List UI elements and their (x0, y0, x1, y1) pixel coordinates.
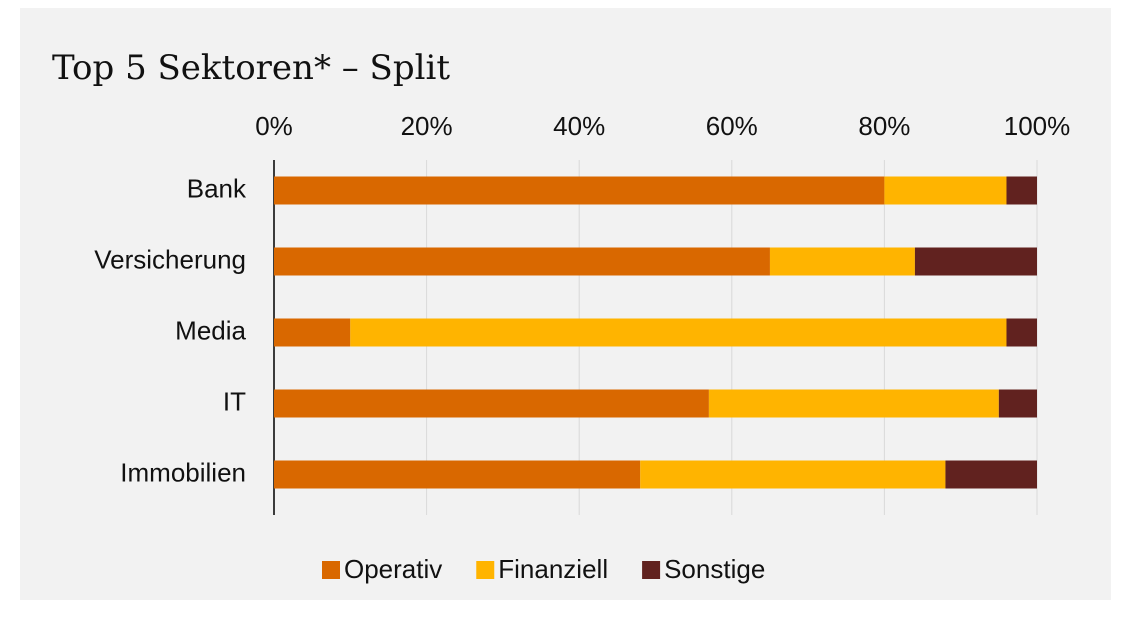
panel (20, 8, 1111, 600)
x-tick-label: 60% (706, 111, 758, 141)
bar-segment (274, 318, 351, 347)
y-tick-label: IT (223, 386, 246, 416)
y-tick-label: Versicherung (94, 244, 246, 274)
legend-label: Finanziell (498, 554, 608, 584)
bar-segment (884, 176, 1007, 205)
bar-segment (274, 389, 709, 418)
bar-segment (1006, 318, 1037, 347)
bar-segment (274, 176, 885, 205)
x-tick-label: 0% (255, 111, 293, 141)
x-tick-label: 80% (858, 111, 910, 141)
y-tick-label: Bank (187, 173, 247, 203)
legend-label: Operativ (344, 554, 442, 584)
x-tick-label: 20% (401, 111, 453, 141)
x-tick-label: 40% (553, 111, 605, 141)
legend-swatch (642, 561, 661, 579)
bar-segment (274, 247, 770, 276)
legend-label: Sonstige (664, 554, 765, 584)
bar-segment (998, 389, 1037, 418)
bar-segment (1006, 176, 1037, 205)
bar-segment (914, 247, 1037, 276)
bar-segment (769, 247, 915, 276)
y-tick-label: Immobilien (120, 457, 246, 487)
bar-segment (350, 318, 1007, 347)
bar-segment (274, 460, 641, 489)
bar-segment (640, 460, 946, 489)
y-tick-label: Media (175, 315, 246, 345)
chart-title: Top 5 Sektoren* – Split (52, 48, 450, 88)
legend-swatch (322, 561, 340, 579)
bar-segment (945, 460, 1037, 489)
x-tick-label: 100% (1004, 111, 1071, 141)
legend-swatch (476, 561, 495, 579)
bar-segment (708, 389, 999, 418)
